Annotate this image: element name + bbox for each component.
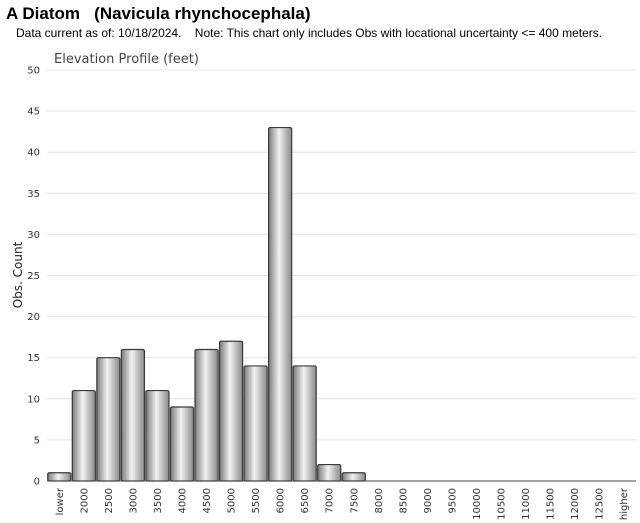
bar [169, 406, 195, 482]
bar [47, 472, 72, 482]
bar [218, 340, 244, 482]
bar [194, 348, 219, 482]
page-title: A Diatom (Navicula rhynchocephala) [6, 4, 311, 23]
x-tick-label: 7500 [349, 488, 360, 513]
x-tick-label: 3500 [153, 488, 164, 513]
x-tick-label: 9000 [423, 488, 434, 513]
y-axis-label: Obs. Count [11, 241, 25, 308]
x-tick-label: 2000 [79, 488, 90, 513]
x-tick-label: 11000 [521, 488, 532, 520]
bar [145, 389, 170, 482]
x-tick-label: lower [55, 487, 66, 515]
x-tick-label: 2500 [104, 488, 115, 513]
y-tick-label: 45 [27, 107, 40, 118]
bar [243, 365, 268, 482]
y-tick-label: 20 [27, 312, 40, 323]
x-tick-label: 5000 [227, 488, 238, 513]
x-tick-label: 5500 [251, 488, 262, 513]
chart-title: Elevation Profile (feet) [54, 52, 199, 67]
y-tick-label: 25 [27, 271, 40, 282]
x-tick-label: 10500 [497, 488, 508, 520]
y-tick-label: 35 [27, 189, 40, 200]
x-tick-label: 8500 [398, 488, 409, 513]
x-tick-label: 6500 [300, 488, 311, 513]
x-tick-label: 11500 [546, 488, 557, 520]
x-tick-label: 12500 [595, 488, 606, 520]
bar [120, 348, 146, 482]
bar [96, 357, 121, 482]
y-tick-label: 0 [34, 477, 40, 488]
grid-lines [47, 69, 636, 441]
x-tick-label: higher [619, 487, 630, 520]
y-tick-label: 15 [27, 353, 40, 364]
y-tick-label: 10 [27, 394, 40, 405]
x-tick-label: 7000 [325, 488, 336, 513]
bar [292, 365, 317, 482]
bar [341, 472, 366, 482]
y-tick-label: 40 [27, 148, 40, 159]
axes: 0 5 10 15 20 25 30 35 40 45 50 lower 2000 2500 3000 350… [27, 66, 636, 520]
y-tick-label: 5 [34, 435, 40, 446]
x-tick-label: 8000 [374, 488, 385, 513]
bar [317, 463, 342, 482]
x-tick-label: 4000 [177, 488, 188, 513]
x-tick-label: 12000 [570, 488, 581, 520]
x-tick-label: 9500 [447, 488, 458, 513]
y-tick-label: 50 [27, 66, 40, 77]
bar [71, 389, 96, 482]
data-note: Data current as of: 10/18/2024. Note: Th… [16, 26, 603, 40]
y-tick-label: 30 [27, 230, 40, 241]
x-tick-label: 4500 [202, 488, 213, 513]
x-tick-label: 6000 [276, 488, 287, 513]
x-tick-label: 3000 [128, 488, 139, 513]
bar [268, 126, 293, 482]
bars [47, 126, 366, 482]
x-tick-label: 10000 [472, 488, 483, 520]
